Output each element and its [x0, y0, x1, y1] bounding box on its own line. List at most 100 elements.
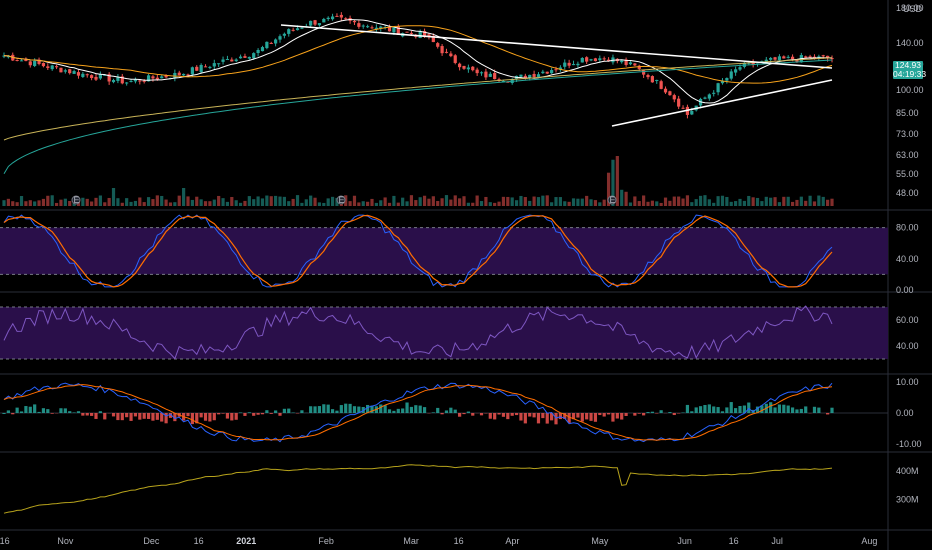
macd-hist-bar [330, 409, 335, 413]
candle-body [633, 63, 637, 66]
candle-body [624, 59, 628, 65]
macd-hist-bar [260, 413, 265, 415]
macd-hist-bar [532, 413, 536, 418]
volume-bar [11, 201, 15, 206]
volume-bar [668, 200, 672, 206]
candle-body [317, 23, 322, 26]
x-tick-label: 16 [454, 536, 464, 546]
candle-body [475, 69, 479, 74]
candle-body [554, 69, 558, 71]
macd-hist-bar [615, 413, 619, 419]
volume-bar [698, 195, 703, 206]
volume-bar [580, 198, 584, 206]
candle-body [466, 67, 470, 70]
macd-hist-bar [795, 409, 799, 413]
volume-bar [282, 196, 286, 206]
trendline-upper [280, 24, 833, 69]
volume-bar [317, 202, 322, 206]
candle-body [339, 14, 343, 18]
macd-hist-bar [225, 413, 230, 419]
candle-body [690, 110, 694, 115]
volume-bar [111, 188, 116, 206]
candle-body [217, 63, 221, 65]
candle-body [50, 65, 54, 70]
volume-bar [567, 201, 571, 206]
macd-hist-bar [790, 407, 795, 413]
volume-bar [690, 202, 694, 206]
volume-bar [357, 202, 361, 206]
macd-hist-bar [589, 413, 593, 421]
candle-body [300, 27, 304, 29]
candle-body [98, 74, 102, 79]
volume-bar [514, 200, 519, 206]
candle-body [63, 70, 67, 72]
x-tick-label: Aug [861, 536, 877, 546]
macd-hist-bar [637, 413, 641, 414]
last-price: 124.93 [895, 60, 921, 70]
candle-body [808, 56, 812, 58]
macd-hist-bar [151, 413, 155, 421]
volume-bar [475, 195, 479, 206]
volume-bar [782, 196, 786, 206]
candle-body [160, 76, 164, 79]
macd-hist-bar [567, 413, 571, 423]
candle-body [681, 107, 685, 109]
candle-body [182, 73, 186, 76]
volume-bar [374, 202, 378, 206]
macd-hist-bar [514, 413, 519, 416]
candle-body [790, 56, 795, 60]
last-price-tag: 124.93 04:19:33 [893, 60, 926, 79]
candle-body [326, 17, 330, 20]
candle-body [659, 81, 663, 89]
stoch-tick-label: 0.00 [896, 285, 914, 295]
volume-bar [120, 202, 124, 206]
volume-bars [2, 156, 834, 206]
volume-bar [633, 196, 637, 206]
volume-bar [720, 195, 725, 206]
volume-bar [751, 197, 755, 206]
volume-bar [300, 202, 304, 206]
macd-hist-bar [431, 412, 435, 413]
macd-hist-bar [659, 410, 663, 413]
macd-hist-bar [212, 413, 216, 421]
macd-hist-bar [773, 407, 777, 413]
candle-body [729, 71, 733, 79]
macd-hist-bar [716, 407, 720, 413]
volume-bar [532, 196, 536, 206]
volume-bar [466, 202, 470, 206]
volume-bar [589, 199, 593, 206]
candle-body [81, 73, 85, 77]
candle-body [94, 76, 98, 80]
candle-body [208, 66, 212, 68]
macd-hist-bar [729, 402, 733, 413]
candle-body [313, 20, 317, 25]
volume-bar [387, 202, 392, 206]
volume-bar [225, 201, 230, 206]
candle-body [120, 76, 124, 84]
macd-hist-bar [598, 413, 602, 416]
macd-hist-bar [738, 405, 742, 413]
price-tick-label: 63.00 [896, 150, 919, 160]
sma-slow-line [3, 59, 833, 175]
macd-hist-bar [830, 407, 834, 413]
macd-hist-bar [203, 413, 208, 421]
volume-bar [541, 195, 545, 206]
volume-bar [155, 195, 159, 206]
currency-label: USD [903, 4, 923, 14]
stoch-tick-label: 80.00 [896, 223, 919, 233]
volume-bar [260, 198, 265, 206]
macd-hist-bar [804, 406, 808, 413]
candle-body [396, 26, 400, 35]
volume-bar [54, 202, 59, 206]
macd-hist-bar [786, 405, 790, 413]
volume-bar [90, 201, 94, 206]
volume-bar [659, 202, 663, 206]
candle-body [238, 56, 243, 59]
macd-hist-bar [335, 410, 339, 413]
macd-hist-bar [747, 402, 751, 413]
price-tick-label: 85.00 [896, 108, 919, 118]
macd-hist-bar [142, 413, 146, 419]
macd-signal-line [3, 384, 833, 441]
volume-bar [6, 198, 10, 206]
